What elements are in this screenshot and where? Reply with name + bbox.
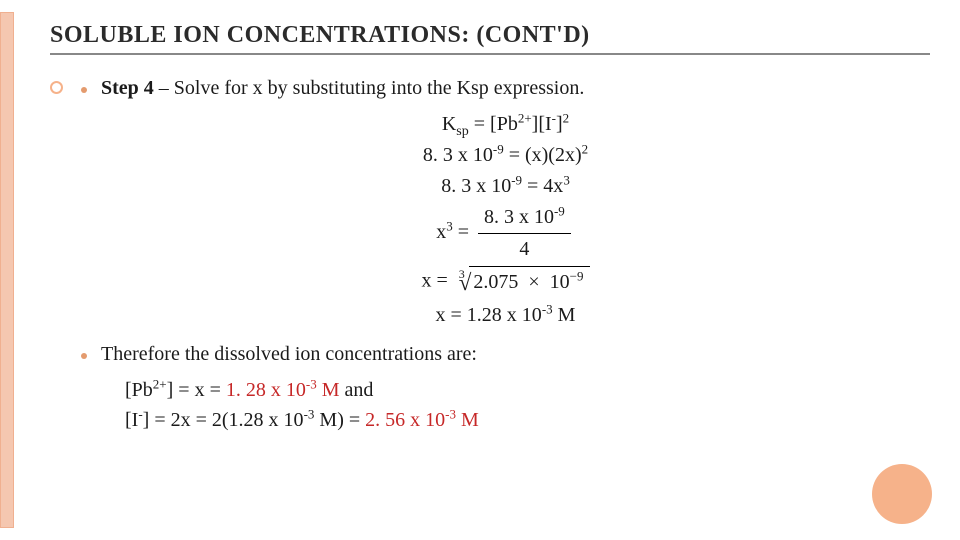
content-row: Step 4 – Solve for x by substituting int… [50,75,930,435]
equation-block: Ksp = [Pb2+][I-]2 8. 3 x 10-9 = (x)(2x)2… [81,109,930,332]
radicand: 2.075 × 10−9 [469,266,589,298]
eq-4-lhs: x3 = [436,221,474,243]
eq-4-den: 4 [478,234,571,265]
step4-desc: – Solve for x by substituting into the K… [154,77,585,99]
slide-frame: SOLUBLE ION CONCENTRATIONS: (CONT'D) Ste… [0,0,960,540]
answer-1-post: and [340,379,374,401]
decorative-circle-icon [872,464,932,524]
bullet-dot-icon [81,353,87,359]
eq-4-fraction: 8. 3 x 10-9 4 [478,202,571,265]
step4-label: Step 4 [101,77,154,99]
eq-1: Ksp = [Pb2+][I-]2 [81,109,930,140]
eq-6: x = 1.28 x 10-3 M [81,300,930,331]
step4-text: Step 4 – Solve for x by substituting int… [101,75,930,103]
answer-1: [Pb2+] = x = 1. 28 x 10-3 M and [125,375,930,405]
eq-2: 8. 3 x 10-9 = (x)(2x)2 [81,140,930,171]
eq-3: 8. 3 x 10-9 = 4x3 [81,171,930,202]
answer-2: [I-] = 2x = 2(1.28 x 10-3 M) = 2. 56 x 1… [125,405,930,435]
therefore-bullet: Therefore the dissolved ion concentratio… [81,341,930,369]
eq-4: x3 = 8. 3 x 10-9 4 [81,202,930,265]
root-index: 3 [459,265,465,284]
step4-bullet: Step 4 – Solve for x by substituting int… [81,75,930,103]
slide-title: SOLUBLE ION CONCENTRATIONS: (CONT'D) [50,22,930,55]
eq-5: x = 3 √ 2.075 × 10−9 [81,265,930,301]
eq-4-num: 8. 3 x 10-9 [478,202,571,234]
body-column: Step 4 – Solve for x by substituting int… [81,75,930,435]
answer-2-pre: [I-] = 2x = 2(1.28 x 10-3 M) = [125,409,365,431]
answer-1-pre: [Pb2+] = x = [125,379,226,401]
cube-root: 3 √ 2.075 × 10−9 [453,265,590,301]
answer-1-value: 1. 28 x 10-3 M [226,379,340,401]
therefore-text: Therefore the dissolved ion concentratio… [101,341,930,369]
outer-bullet-icon [50,81,63,94]
answer-2-value: 2. 56 x 10-3 M [365,409,479,431]
answers-block: [Pb2+] = x = 1. 28 x 10-3 M and [I-] = 2… [125,375,930,435]
bullet-dot-icon [81,87,87,93]
